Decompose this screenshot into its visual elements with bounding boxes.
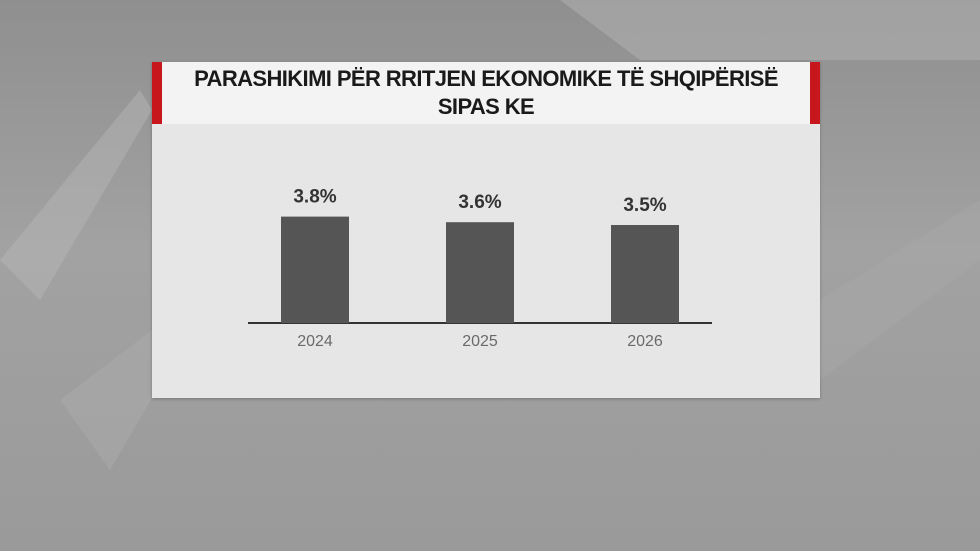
deco-shape xyxy=(60,330,152,470)
chart-panel: PARASHIKIMI PËR RRITJEN EKONOMIKE TË SHQ… xyxy=(152,62,820,398)
x-tick-label: 2024 xyxy=(297,333,333,350)
bar xyxy=(446,222,514,323)
deco-shape xyxy=(820,200,980,380)
bar xyxy=(281,216,349,323)
value-label: 3.5% xyxy=(623,195,666,216)
deco-shape xyxy=(0,90,152,300)
deco-shape xyxy=(560,0,980,60)
title-band: PARASHIKIMI PËR RRITJEN EKONOMIKE TË SHQ… xyxy=(152,62,820,124)
chart-title: PARASHIKIMI PËR RRITJEN EKONOMIKE TË SHQ… xyxy=(194,66,778,119)
value-label: 3.8% xyxy=(293,187,336,208)
accent-bar xyxy=(152,62,162,124)
x-tick-label: 2026 xyxy=(627,333,663,350)
bar xyxy=(611,225,679,323)
value-label: 3.6% xyxy=(458,192,501,213)
accent-bar xyxy=(810,62,820,124)
x-tick-label: 2025 xyxy=(462,333,498,350)
chart: 3.8% 2024 3.6% 2025 3.5% 2026 xyxy=(248,187,712,350)
